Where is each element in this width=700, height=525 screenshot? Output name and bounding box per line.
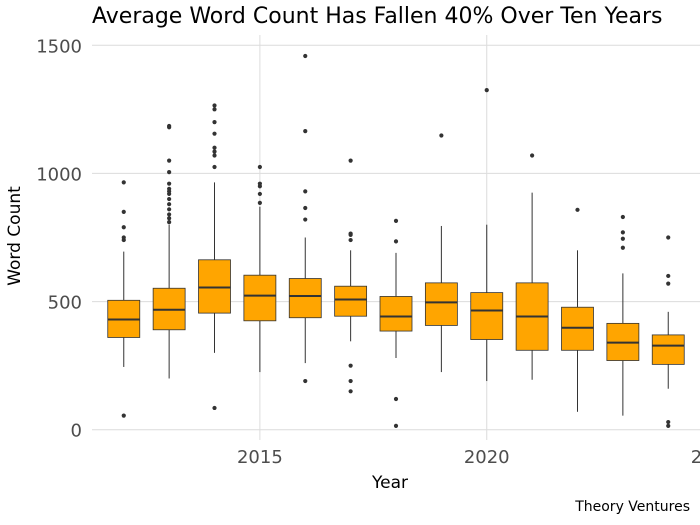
outlier-point	[167, 158, 172, 163]
box-iqr	[198, 259, 231, 314]
outlier-point	[212, 103, 217, 108]
y-tick-label: 1500	[36, 36, 82, 57]
outlier-point	[121, 225, 126, 230]
outlier-point	[348, 389, 353, 394]
outlier-point	[212, 405, 217, 411]
outlier-point	[167, 186, 172, 191]
outlier-point	[666, 419, 671, 425]
box-iqr	[243, 274, 277, 322]
y-tick-label: 500	[48, 293, 82, 314]
box-iqr	[379, 296, 413, 332]
outlier-point	[303, 189, 308, 194]
outlier-point	[212, 145, 217, 150]
outlier-point	[666, 281, 671, 286]
outlier-point	[620, 230, 625, 235]
box-2019	[424, 133, 458, 373]
outlier-point	[167, 220, 172, 225]
box-2020	[470, 88, 504, 382]
box-2016	[288, 53, 322, 384]
outlier-point	[167, 181, 172, 186]
box-2015	[243, 164, 277, 373]
outlier-point	[393, 396, 399, 402]
box-2017	[334, 158, 368, 394]
y-tick-label: 1000	[36, 164, 82, 185]
outlier-point	[348, 237, 353, 243]
outlier-point	[348, 378, 353, 384]
outlier-point	[257, 200, 262, 205]
outlier-point	[212, 149, 217, 154]
x-tick-label: 2015	[237, 447, 283, 468]
chart-title: Average Word Count Has Fallen 40% Over T…	[92, 4, 663, 29]
box-2013	[152, 123, 186, 379]
outlier-point	[620, 245, 625, 250]
outlier-point	[393, 423, 399, 429]
box-2024	[651, 235, 685, 429]
outlier-point	[167, 207, 172, 212]
x-axis-label: Year	[372, 473, 408, 493]
box-2012	[107, 180, 141, 418]
outlier-point	[348, 231, 353, 236]
outlier-point	[620, 236, 625, 241]
outlier-point	[393, 239, 399, 244]
outlier-point	[121, 413, 126, 418]
x-tick-label: 2025	[691, 447, 700, 468]
box-2021	[515, 153, 549, 380]
x-tick-label: 2020	[464, 447, 510, 468]
outlier-point	[167, 196, 172, 202]
box-2022	[561, 207, 594, 412]
box-iqr	[424, 282, 458, 326]
outlier-point	[212, 120, 217, 125]
box-iqr	[334, 285, 368, 317]
outlier-point	[212, 107, 217, 112]
outlier-point	[167, 212, 172, 217]
outlier-point	[212, 153, 217, 158]
box-iqr	[651, 334, 685, 365]
outlier-point	[348, 158, 353, 163]
grid-lines	[92, 35, 700, 440]
outlier-point	[167, 202, 172, 207]
box-2023	[606, 214, 640, 416]
outlier-point	[121, 209, 126, 214]
outlier-point	[303, 217, 308, 222]
y-tick-label: 0	[71, 421, 82, 442]
axis-ticks: 0 500 1000 1500 2015 2020 2025	[36, 36, 700, 468]
outlier-point	[575, 207, 580, 212]
outlier-point	[484, 88, 489, 93]
caption: Theory Ventures	[575, 499, 690, 515]
outlier-point	[620, 214, 625, 220]
outlier-point	[530, 153, 535, 158]
outlier-point	[303, 205, 308, 211]
outlier-point	[439, 133, 444, 138]
box-iqr	[288, 278, 322, 319]
outlier-point	[666, 235, 671, 240]
outlier-point	[212, 131, 217, 136]
outlier-point	[167, 216, 172, 221]
outlier-point	[121, 235, 126, 240]
outlier-point	[167, 170, 172, 175]
outlier-point	[167, 123, 172, 129]
outlier-point	[393, 218, 399, 223]
outlier-point	[303, 129, 308, 134]
outlier-point	[257, 191, 262, 197]
outlier-point	[348, 363, 353, 368]
box-iqr	[561, 306, 594, 351]
box-2018	[379, 218, 413, 429]
outlier-point	[121, 180, 126, 185]
outlier-point	[257, 181, 262, 186]
outlier-point	[666, 273, 671, 279]
box-iqr	[470, 292, 504, 340]
box-series	[107, 53, 685, 429]
outlier-point	[212, 164, 217, 170]
outlier-point	[257, 164, 262, 170]
outlier-point	[303, 53, 308, 59]
outlier-point	[666, 423, 671, 429]
box-2014	[198, 103, 231, 411]
y-axis-label: Word Count	[5, 186, 25, 286]
outlier-point	[303, 378, 308, 384]
